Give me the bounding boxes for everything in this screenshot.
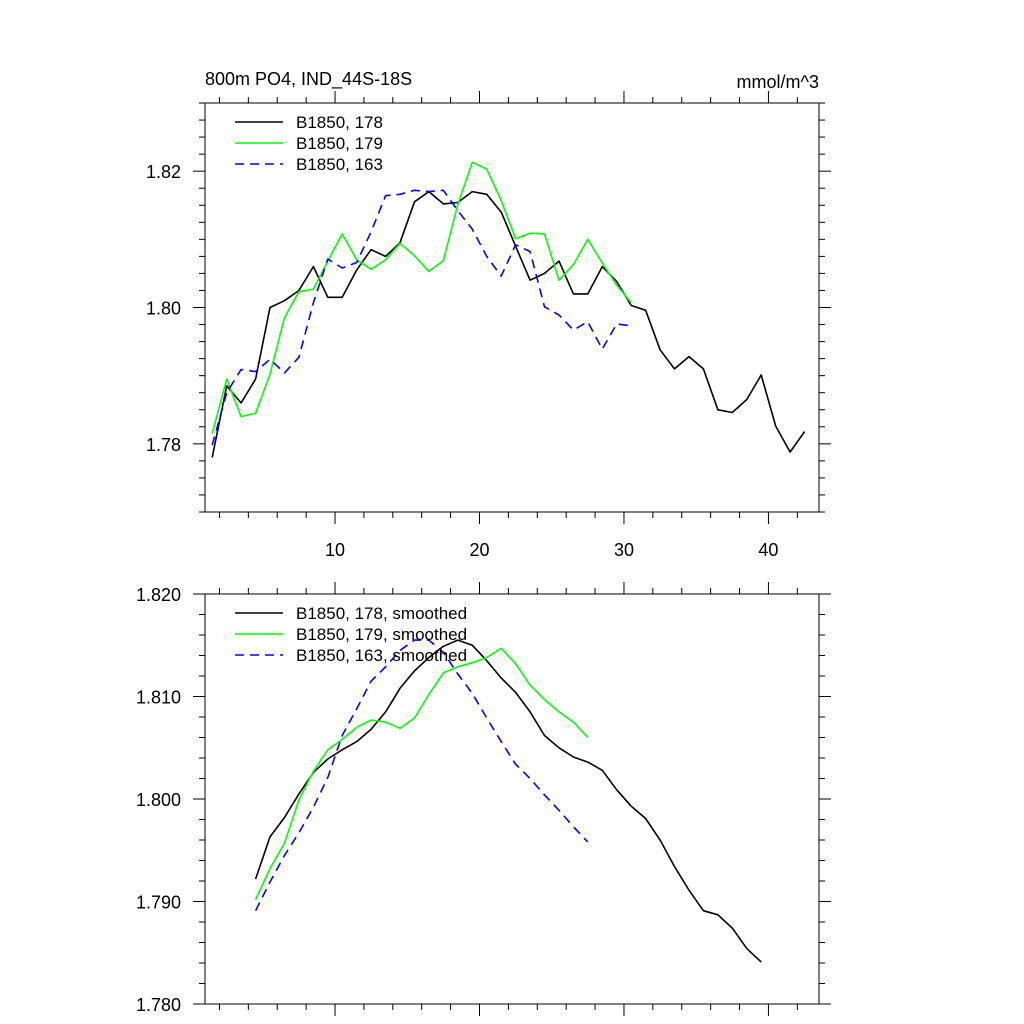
bottom-axes: 1.780 1.790 1.800 1.810 1.820 (136, 582, 831, 1016)
legend-label: B1850, 179 (296, 134, 383, 153)
legend-label: B1850, 178, smoothed (296, 604, 467, 623)
series-line-2 (254, 647, 589, 900)
legend-label: B1850, 178 (296, 113, 383, 132)
x-tick-label: 30 (614, 540, 634, 560)
x-tick-label: 40 (758, 540, 778, 560)
y-tick-label: 1.800 (136, 790, 181, 810)
legend-label: B1850, 179, smoothed (296, 625, 467, 644)
legend-label: B1850, 163, smoothed (296, 646, 467, 665)
units-label: mmol/m^3 (737, 72, 819, 92)
y-tick-label: 1.820 (136, 585, 181, 605)
series-line-3 (254, 639, 589, 912)
y-tick-label: 1.810 (136, 688, 181, 708)
x-tick-label: 10 (325, 540, 345, 560)
chart-title: 800m PO4, IND_44S-18S (205, 69, 412, 90)
x-tick-label: 20 (469, 540, 489, 560)
y-tick-label: 1.80 (146, 299, 181, 319)
bottom-legend: B1850, 178, smoothed B1850, 179, smoothed… (235, 604, 467, 665)
series-line-1 (211, 190, 806, 458)
y-tick-label: 1.82 (146, 162, 181, 182)
top-legend: B1850, 178 B1850, 179 B1850, 163 (235, 113, 383, 174)
bottom-chart-panel: 1.780 1.790 1.800 1.810 1.820 B1850, 178, sm… (136, 582, 831, 1016)
top-series-lines (211, 161, 806, 458)
y-tick-label: 1.790 (136, 893, 181, 913)
top-chart-panel: 800m PO4, IND_44S-18S mmol/m^3 10 20 30 401… (146, 69, 831, 560)
y-tick-label: 1.78 (146, 435, 181, 455)
legend-label: B1850, 163 (296, 155, 383, 174)
top-axes: 10 20 30 40 1.78 1.80 1.82 (146, 91, 831, 560)
series-line-1 (254, 639, 762, 963)
series-line-2 (211, 161, 632, 434)
bottom-series-lines (254, 639, 762, 963)
y-tick-label: 1.780 (136, 995, 181, 1015)
